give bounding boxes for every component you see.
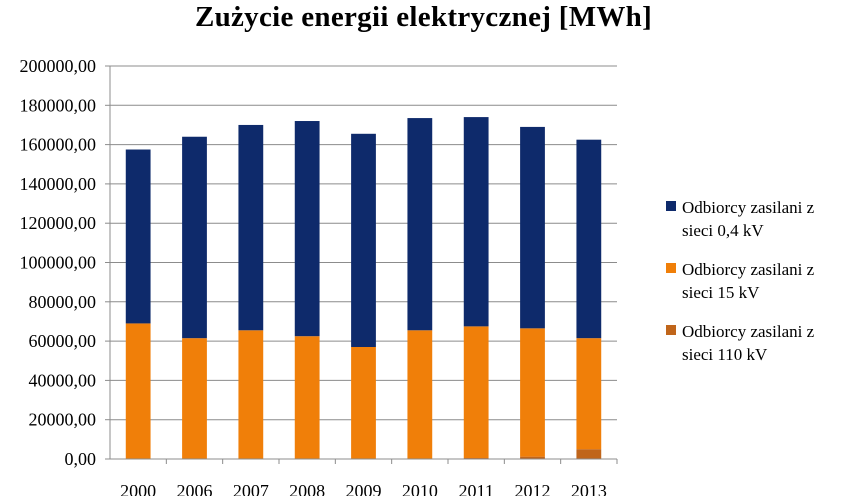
y-tick-label: 120000,00 bbox=[20, 213, 97, 233]
legend-label-110kv-line2: sieci 110 kV bbox=[682, 345, 768, 364]
legend-label-15kv-line1: Odbiorcy zasilani z bbox=[682, 260, 815, 279]
bar-segment-2013-1 bbox=[576, 338, 602, 450]
bar-segment-2011-1 bbox=[463, 326, 489, 459]
bar-segment-2012-1 bbox=[520, 328, 545, 457]
y-tick-label: 180000,00 bbox=[20, 95, 97, 115]
bar-segment-2010-1 bbox=[407, 330, 433, 459]
legend-swatch-0-4kv bbox=[666, 201, 676, 211]
y-tick-label: 20000,00 bbox=[29, 410, 97, 430]
x-tick-label: 2008 bbox=[289, 481, 325, 496]
bar-segment-2009-1 bbox=[351, 346, 376, 459]
legend-item-0-4kv: Odbiorcy zasilani z sieci 0,4 kV bbox=[666, 196, 846, 242]
x-tick-label: 2006 bbox=[177, 481, 213, 496]
y-tick-label: 140000,00 bbox=[20, 174, 97, 194]
bar-segment-2000-2 bbox=[125, 149, 151, 324]
bar-segment-2013-0 bbox=[576, 449, 602, 459]
bar-segment-2010-2 bbox=[407, 118, 433, 331]
bar-segment-2007-2 bbox=[238, 124, 264, 331]
y-tick-label: 100000,00 bbox=[20, 253, 97, 273]
legend-swatch-110kv bbox=[666, 325, 676, 335]
x-tick-label: 2010 bbox=[402, 481, 438, 496]
legend-item-110kv: Odbiorcy zasilani z sieci 110 kV bbox=[666, 320, 846, 366]
y-axis-tick-labels: 0,00 20000,00 40000,00 60000,00 80000,00 1000… bbox=[20, 56, 97, 469]
x-tick-label: 2012 bbox=[515, 481, 551, 496]
y-tick-label: 160000,00 bbox=[20, 135, 97, 155]
bar-segment-2009-2 bbox=[351, 133, 376, 347]
legend-label-0-4kv-line2: sieci 0,4 kV bbox=[682, 221, 764, 240]
legend-swatch-15kv bbox=[666, 263, 676, 273]
axes bbox=[105, 65, 618, 464]
y-tick-label: 0,00 bbox=[65, 449, 97, 469]
y-tick-label: 60000,00 bbox=[29, 331, 97, 351]
bar-segment-2008-1 bbox=[294, 336, 320, 459]
legend-label-0-4kv-line1: Odbiorcy zasilani z bbox=[682, 198, 815, 217]
y-tick-label: 40000,00 bbox=[29, 370, 97, 390]
bar-segment-2012-2 bbox=[520, 126, 545, 329]
bar-segment-2008-2 bbox=[294, 121, 320, 337]
chart-title: Zużycie energii elektrycznej [MWh] bbox=[194, 1, 653, 33]
x-tick-label: 2013 bbox=[571, 481, 607, 496]
x-tick-label: 2000 bbox=[120, 481, 156, 496]
y-tick-label: 80000,00 bbox=[29, 292, 97, 312]
bar-segment-2006-2 bbox=[182, 136, 207, 339]
legend-item-15kv: Odbiorcy zasilani z sieci 15 kV bbox=[666, 258, 846, 304]
bar-segment-2000-1 bbox=[125, 323, 151, 459]
legend-label-15kv-line2: sieci 15 kV bbox=[682, 283, 760, 302]
bar-segment-2007-1 bbox=[238, 330, 264, 459]
y-tick-label: 200000,00 bbox=[20, 56, 97, 76]
bar-segment-2006-1 bbox=[182, 338, 207, 459]
x-tick-label: 2011 bbox=[458, 481, 493, 496]
x-tick-label: 2009 bbox=[346, 481, 382, 496]
legend-label-110kv-line1: Odbiorcy zasilani z bbox=[682, 322, 815, 341]
x-tick-label: 2007 bbox=[233, 481, 269, 496]
bars bbox=[125, 117, 602, 459]
bar-segment-2012-0 bbox=[520, 456, 545, 459]
x-axis-tick-labels: 2000 2006 2007 2008 2009 2010 2011 2012 2013 bbox=[120, 481, 607, 496]
bar-segment-2011-2 bbox=[463, 117, 489, 327]
bar-segment-2013-2 bbox=[576, 139, 602, 339]
